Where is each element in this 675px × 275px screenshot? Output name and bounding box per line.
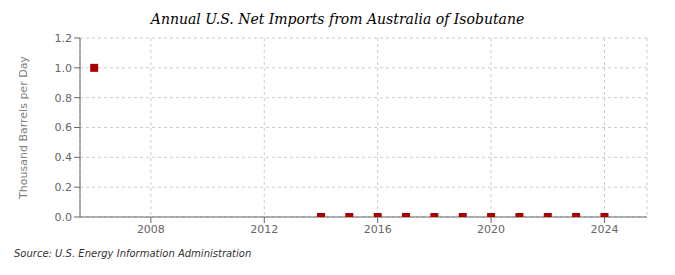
svg-text:1.0: 1.0 bbox=[55, 62, 73, 75]
svg-text:0.6: 0.6 bbox=[55, 121, 73, 134]
svg-text:0.0: 0.0 bbox=[55, 211, 73, 224]
html-text:Source: U.S. Energy Informatio: Source: U.S. Energy Information Administ… bbox=[14, 248, 252, 259]
svg-text:2016: 2016 bbox=[364, 223, 392, 236]
svg-text:0.8: 0.8 bbox=[55, 92, 73, 105]
svg-text:2008: 2008 bbox=[137, 223, 165, 236]
svg-text:2020: 2020 bbox=[477, 223, 505, 236]
svg-text:1.2: 1.2 bbox=[55, 32, 73, 45]
svg-text:2024: 2024 bbox=[590, 223, 618, 236]
html-text:Annual U.S. Net Imports from A: Annual U.S. Net Imports from Australia o… bbox=[150, 11, 525, 27]
svg-text:Thousand Barrels per Day: Thousand Barrels per Day bbox=[17, 56, 30, 200]
svg-text:2012: 2012 bbox=[250, 223, 278, 236]
svg-text:0.2: 0.2 bbox=[55, 181, 73, 194]
svg-text:0.4: 0.4 bbox=[55, 151, 73, 164]
